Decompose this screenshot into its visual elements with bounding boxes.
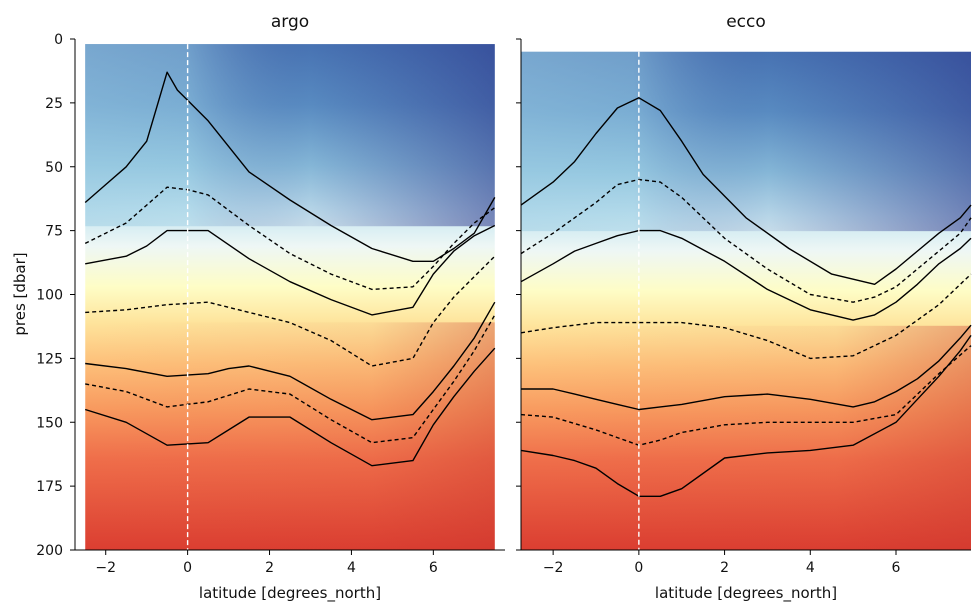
y-tick-label: 50	[45, 160, 63, 176]
contour-line-6	[520, 345, 972, 446]
x-axis-label: latitude [degrees_north]	[655, 584, 837, 603]
x-tick-label: 2	[265, 560, 274, 576]
field-shade-bottom	[85, 322, 495, 550]
contour-line-5	[521, 324, 972, 411]
x-tick-label: 4	[806, 560, 815, 576]
contour-line-7	[520, 334, 972, 497]
y-tick-label: 75	[45, 224, 63, 240]
x-tick-label: 0	[634, 560, 643, 576]
contour-line-7	[84, 347, 496, 467]
contour-line-4	[520, 273, 972, 360]
y-tick-label: 200	[36, 543, 63, 559]
x-tick-label: 6	[429, 560, 438, 576]
x-tick-label: −2	[95, 560, 116, 576]
contour-field	[85, 44, 495, 551]
x-tick-label: 0	[183, 560, 192, 576]
y-tick-label: 100	[36, 288, 63, 304]
y-tick-label: 150	[36, 415, 63, 431]
contour-line-5	[85, 301, 496, 421]
contour-line-3	[520, 229, 972, 321]
x-tick-label: 4	[347, 560, 356, 576]
field-shade-top	[85, 44, 495, 227]
panel-title-ecco: ecco	[726, 12, 766, 32]
y-tick-label: 0	[54, 32, 63, 48]
contour-line-2	[520, 178, 972, 303]
y-tick-label: 25	[45, 96, 63, 112]
contour-line-2	[84, 186, 496, 291]
panel-argo: argo −2 0 2 4 6 0 25 50 75 100 125 150 175 200 latitu…	[11, 12, 505, 603]
field-shade-bottom	[521, 325, 971, 550]
y-axis-label: pres [dbar]	[11, 252, 29, 335]
x-tick-label: 2	[720, 560, 729, 576]
x-axis-label: latitude [degrees_north]	[199, 584, 381, 603]
panel-title-argo: argo	[271, 12, 309, 32]
contour-line-6	[85, 314, 496, 444]
contour-line-3	[85, 224, 496, 316]
x-tick-label: 6	[892, 560, 901, 576]
panel-ecco: ecco −2 0 2 4 6 latitude [degrees_north]	[516, 12, 972, 603]
contour-field	[521, 51, 971, 551]
y-tick-label: 125	[36, 351, 63, 367]
y-tick-label: 175	[36, 479, 63, 495]
contour-line-1	[84, 71, 496, 262]
field-shade-top	[521, 51, 971, 232]
contour-line-4	[85, 255, 496, 367]
x-tick-label: −2	[543, 560, 564, 576]
contour-line-1	[520, 97, 972, 285]
